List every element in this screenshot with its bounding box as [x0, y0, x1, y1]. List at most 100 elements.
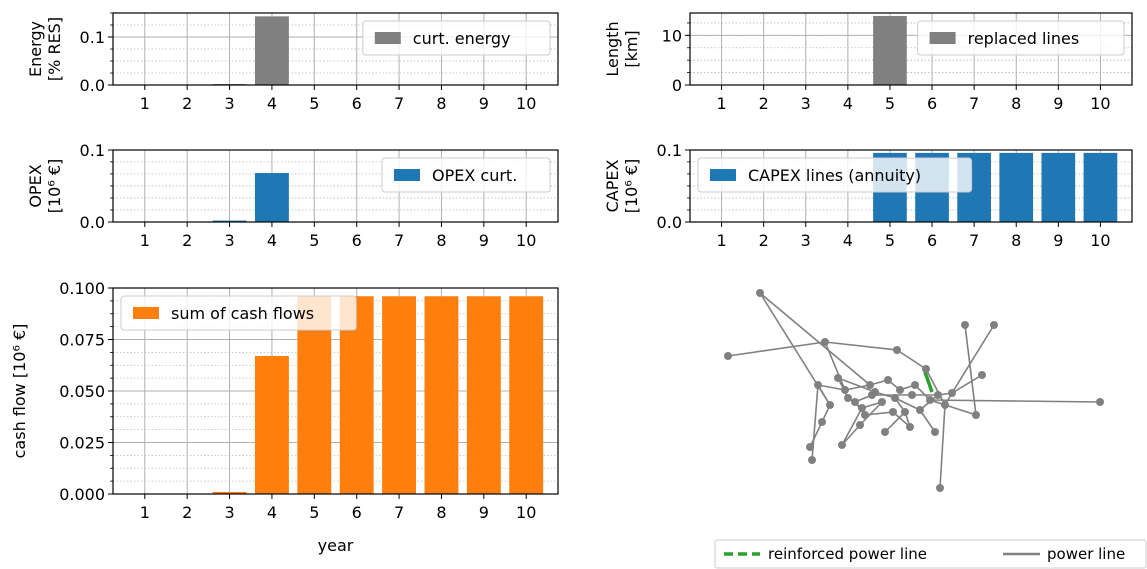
x-tick-label: 6 — [352, 231, 362, 250]
bus-node — [826, 401, 834, 409]
power-line — [844, 384, 871, 391]
bar-opex-4 — [254, 173, 289, 222]
x-tick-label: 8 — [436, 231, 446, 250]
chart-cashflow: 0.000 0.025 0.050 0.075 0.100 1 2 3 4 5 6 7 8 9 10 cash… — [10, 279, 559, 555]
y-tick-label: 0.1 — [80, 28, 105, 47]
bus-node — [922, 365, 930, 373]
x-tick-label: 3 — [224, 94, 234, 113]
y-tick-label: 0.0 — [657, 213, 682, 232]
x-tick-label: 1 — [140, 503, 150, 522]
bus-node — [889, 408, 897, 416]
x-tick-label: 5 — [885, 231, 895, 250]
bus-node — [911, 381, 919, 389]
y-axis-label-line: [10⁶ €] — [622, 159, 641, 214]
bus-node — [990, 321, 998, 329]
bus-node — [891, 394, 899, 402]
x-tick-label: 10 — [516, 231, 536, 250]
x-axis-label: year — [318, 536, 354, 555]
x-tick-label: 10 — [1090, 94, 1110, 113]
bus-node — [926, 396, 934, 404]
power-line — [824, 341, 846, 391]
bar-opex-3 — [212, 220, 247, 222]
x-tick-label: 1 — [716, 231, 726, 250]
power-line — [951, 324, 995, 394]
y-axis-label-line: [10⁶ €] — [45, 159, 64, 214]
x-tick-label: 7 — [969, 94, 979, 113]
bar-cashflow-9 — [466, 296, 501, 494]
bar-cashflow-8 — [424, 296, 459, 494]
bar-capex-8 — [999, 152, 1034, 222]
x-tick-label: 9 — [1053, 231, 1063, 250]
x-tick-label: 8 — [436, 94, 446, 113]
bus-node — [896, 386, 904, 394]
y-tick-label: 0.050 — [59, 382, 105, 401]
bar-cashflow-4 — [254, 355, 289, 494]
x-tick-label: 4 — [843, 231, 853, 250]
chart-energy: 0.0 0.1 1 2 3 4 5 6 7 8 9 10 Energy[% RES] curt. ener… — [26, 12, 559, 113]
legend-label: CAPEX lines (annuity) — [748, 166, 921, 185]
legend-box — [917, 20, 1125, 56]
bus-node — [948, 389, 956, 397]
x-tick-label: 6 — [352, 94, 362, 113]
bus-node — [884, 376, 892, 384]
bus-node — [856, 421, 864, 429]
y-axis-label: cash flow [10⁶ €] — [10, 324, 29, 459]
legend-box — [120, 295, 357, 331]
bus-node — [893, 346, 901, 354]
bus-node — [834, 374, 842, 382]
bar-capex-10 — [1083, 152, 1118, 222]
x-tick-label: 9 — [479, 231, 489, 250]
network-lines — [727, 292, 1101, 489]
power-line — [727, 341, 826, 357]
legend-swatch — [394, 169, 420, 181]
power-line — [919, 409, 936, 433]
chart-capex: 0.0 0.1 1 2 3 4 5 6 7 8 9 10 CAPEX[10⁶ €] CAPEX lines… — [603, 141, 1133, 250]
bus-node — [814, 381, 822, 389]
bus-node — [941, 401, 949, 409]
network-plot: reinforced power line power line — [714, 289, 1147, 569]
network-buses — [724, 289, 1104, 492]
bar-energy-4 — [254, 16, 289, 85]
legend-box — [362, 20, 551, 56]
x-tick-label: 2 — [182, 94, 192, 113]
bus-node — [972, 411, 980, 419]
y-tick-label: 0.0 — [80, 213, 105, 232]
y-tick-label: 0.0 — [80, 76, 105, 95]
legend: curt. energy — [362, 20, 551, 56]
legend-swatch — [133, 307, 159, 319]
bus-node — [821, 338, 829, 346]
x-tick-label: 7 — [394, 503, 404, 522]
bus-node — [756, 289, 764, 297]
power-line — [925, 368, 946, 406]
x-tick-label: 1 — [140, 94, 150, 113]
x-tick-label: 4 — [267, 94, 277, 113]
bus-node — [724, 352, 732, 360]
legend: CAPEX lines (annuity) — [697, 157, 973, 193]
x-tick-label: 2 — [759, 231, 769, 250]
x-tick-label: 6 — [352, 503, 362, 522]
x-tick-label: 9 — [479, 94, 489, 113]
y-axis-label-line: [km] — [622, 30, 641, 67]
bus-node — [1096, 398, 1104, 406]
x-tick-label: 3 — [224, 503, 234, 522]
bus-node — [906, 423, 914, 431]
legend: sum of cash flows — [120, 295, 357, 331]
x-tick-label: 3 — [224, 231, 234, 250]
x-tick-label: 3 — [801, 231, 811, 250]
bus-node — [818, 418, 826, 426]
power-line — [859, 401, 883, 426]
bus-node — [934, 391, 942, 399]
y-tick-label: 0.100 — [59, 279, 105, 298]
bus-node — [838, 441, 846, 449]
power-line-legend-label: power line — [1047, 545, 1125, 563]
x-tick-label: 5 — [309, 503, 319, 522]
bar-capex-9 — [1041, 152, 1076, 222]
power-line — [884, 411, 906, 433]
x-tick-label: 7 — [394, 94, 404, 113]
network-legend-box — [714, 539, 1147, 569]
legend-box — [697, 157, 973, 193]
y-tick-label: 0.075 — [59, 331, 105, 350]
bus-node — [936, 484, 944, 492]
legend-swatch — [710, 169, 736, 181]
